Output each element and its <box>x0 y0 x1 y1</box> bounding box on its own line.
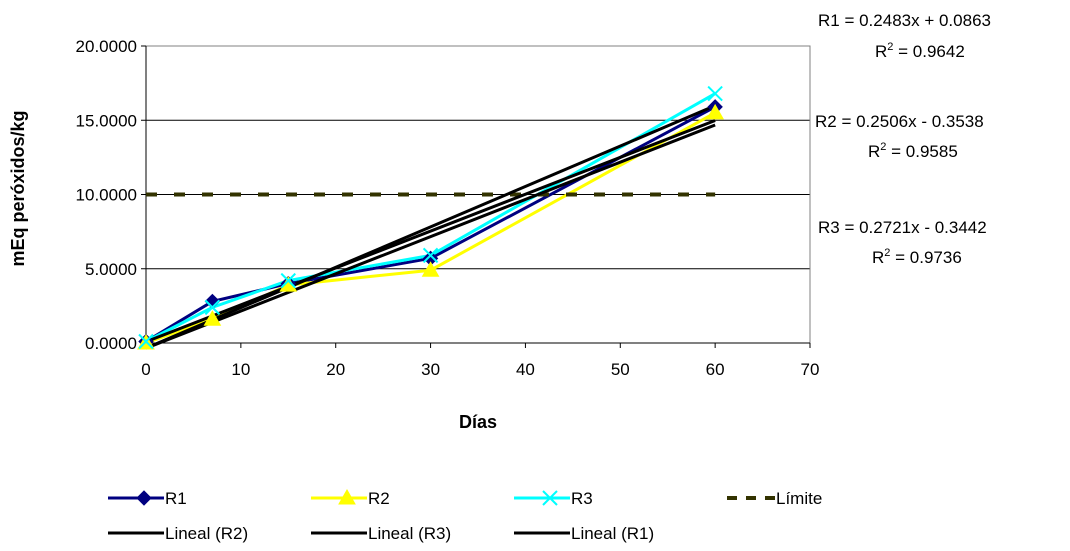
x-tick-label: 0 <box>141 360 150 379</box>
y-tick-label: 15.0000 <box>76 111 137 130</box>
marker-x-stroke <box>204 299 221 316</box>
r-squared-exponent: 2 <box>880 141 887 153</box>
data-point-r3 <box>138 333 154 350</box>
series-line-r3 <box>145 92 716 343</box>
r-squared-value: = 0.9642 <box>893 42 965 61</box>
equation-r2: R2 = 0.2506x - 0.3538 <box>815 112 984 131</box>
data-point-r2 <box>203 310 222 326</box>
marker-x-stroke <box>280 272 296 289</box>
legend-marker <box>338 488 356 505</box>
legend-item-lineal-r3-: Lineal (R3) <box>311 524 451 543</box>
trendline-layer <box>145 104 716 350</box>
x-tick-label: 50 <box>611 360 630 379</box>
marker-layer <box>137 85 725 350</box>
x-axis-label: Días <box>459 412 497 432</box>
legend-label: R2 <box>368 489 390 508</box>
r-squared-value: = 0.9585 <box>886 142 958 161</box>
legend: R1 R2 R3 Límite Lineal (R2) Lineal (R3) Lineal… <box>108 488 822 543</box>
r-squared-exponent: 2 <box>884 247 891 259</box>
x-tick-label: 60 <box>706 360 725 379</box>
x-tick-label: 40 <box>516 360 535 379</box>
r-squared-r3: R2 = 0.9736 <box>872 247 962 268</box>
legend-marker <box>136 490 152 506</box>
r-squared-symbol: R <box>875 42 888 61</box>
y-axis-label: mEq peróxidos/kg <box>8 110 28 266</box>
marker-x-stroke <box>707 85 723 102</box>
data-point-r3 <box>707 85 723 102</box>
data-point-r3 <box>204 299 221 316</box>
series-layer <box>145 92 716 345</box>
marker-x-stroke <box>542 490 558 506</box>
r-squared-value: = 0.9736 <box>890 248 962 267</box>
legend-item-l-mite: Límite <box>727 489 822 508</box>
legend-marker <box>542 490 558 506</box>
equation-r3: R3 = 0.2721x - 0.3442 <box>818 218 987 237</box>
x-tick-label: 30 <box>421 360 440 379</box>
x-tick-label: 70 <box>801 360 820 379</box>
data-point-r2 <box>706 103 725 120</box>
r-squared-r1: R2 = 0.9642 <box>875 41 965 62</box>
trendline <box>145 119 716 344</box>
marker-x-stroke <box>138 333 154 350</box>
r-squared-exponent: 2 <box>887 41 894 53</box>
x-tick-label: 10 <box>231 360 250 379</box>
legend-label: R3 <box>571 489 593 508</box>
r-squared-r2: R2 = 0.9585 <box>868 141 958 162</box>
legend-item-r1: R1 <box>108 489 187 508</box>
axes: 0.0000 5.0000 10.0000 15.0000 20.0000 0 10 20 30… <box>76 37 820 379</box>
x-tick-label: 20 <box>326 360 345 379</box>
data-point-r2 <box>421 261 440 277</box>
legend-item-r2: R2 <box>311 488 390 508</box>
y-tick-label: 0.0000 <box>85 334 137 353</box>
y-tick-label: 10.0000 <box>76 186 137 205</box>
y-tick-label: 5.0000 <box>85 260 137 279</box>
r-squared-symbol: R <box>868 142 881 161</box>
y-tick-label: 20.0000 <box>76 37 137 56</box>
legend-label: Lineal (R3) <box>368 524 451 543</box>
r-squared-symbol: R <box>872 248 885 267</box>
data-point-r3 <box>280 272 296 289</box>
legend-item-lineal-r1-: Lineal (R1) <box>514 524 654 543</box>
legend-item-r3: R3 <box>514 489 593 508</box>
legend-label: Lineal (R1) <box>571 524 654 543</box>
marker-x-stroke <box>422 247 439 264</box>
equation-r1: R1 = 0.2483x + 0.0863 <box>818 11 991 30</box>
legend-item-lineal-r2-: Lineal (R2) <box>108 524 248 543</box>
trendline <box>145 123 716 350</box>
legend-label: Límite <box>776 489 822 508</box>
data-point-r3 <box>422 247 439 264</box>
legend-label: Lineal (R2) <box>165 524 248 543</box>
legend-label: R1 <box>165 489 187 508</box>
trendline <box>145 104 716 350</box>
